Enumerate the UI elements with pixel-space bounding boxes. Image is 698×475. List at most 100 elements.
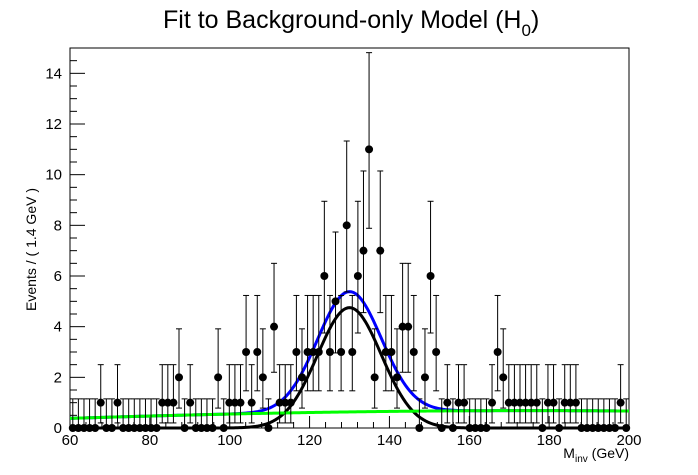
data-point <box>186 364 195 424</box>
data-point <box>314 294 323 392</box>
data-marker <box>158 398 167 407</box>
data-point <box>404 262 413 373</box>
data-point <box>242 294 251 392</box>
data-marker <box>521 398 530 407</box>
data-point <box>325 294 334 392</box>
data-marker <box>286 398 295 407</box>
data-marker <box>566 398 575 407</box>
data-marker <box>404 322 413 331</box>
data-marker <box>113 398 122 407</box>
data-point <box>415 398 424 432</box>
y-tick-label: 6 <box>54 268 62 285</box>
data-point <box>549 364 558 424</box>
data-marker <box>465 424 474 432</box>
data-marker <box>443 398 452 407</box>
data-marker <box>303 348 312 356</box>
data-point <box>270 262 279 373</box>
data-marker <box>225 398 234 407</box>
data-point <box>202 398 211 432</box>
data-marker <box>398 322 407 331</box>
data-marker <box>583 424 592 432</box>
data-point <box>510 364 519 424</box>
x-tick-label: 160 <box>457 432 482 449</box>
data-point <box>488 364 497 424</box>
data-point <box>482 398 491 432</box>
data-point <box>432 294 441 392</box>
data-marker <box>432 348 441 356</box>
data-point <box>230 364 239 424</box>
data-marker <box>460 398 469 407</box>
data-point <box>622 398 631 432</box>
data-marker <box>242 348 251 356</box>
data-marker <box>141 424 150 432</box>
data-marker <box>415 424 424 432</box>
y-tick-label: 14 <box>45 65 62 82</box>
data-marker <box>527 398 536 407</box>
data-marker <box>325 348 334 356</box>
data-marker <box>381 348 390 356</box>
data-marker <box>387 348 396 356</box>
data-marker <box>186 398 195 407</box>
data-marker <box>588 424 597 432</box>
data-marker <box>281 398 290 407</box>
data-point <box>504 364 513 424</box>
data-marker <box>353 272 362 280</box>
data-marker <box>208 424 217 432</box>
data-marker <box>482 424 491 432</box>
data-marker <box>488 398 497 407</box>
data-point <box>331 231 340 354</box>
data-marker <box>359 246 368 255</box>
data-point <box>286 364 295 424</box>
chart-title: Fit to Background-only Model (H0) <box>163 6 539 40</box>
data-point <box>465 398 474 432</box>
data-marker <box>370 373 379 382</box>
data-point <box>348 294 357 392</box>
data-point <box>96 364 105 424</box>
data-marker <box>202 424 211 432</box>
data-point <box>543 364 552 424</box>
data-marker <box>74 424 83 432</box>
data-point <box>353 200 362 334</box>
data-marker <box>102 424 111 432</box>
data-marker <box>493 348 502 356</box>
data-point <box>320 200 329 334</box>
data-point <box>337 294 346 392</box>
data-point <box>297 328 306 409</box>
data-point <box>409 294 418 392</box>
data-point <box>152 398 161 432</box>
x-axis-label-unit: (GeV) <box>588 445 629 461</box>
y-tick-label: 8 <box>54 217 62 234</box>
data-point <box>342 140 351 293</box>
data-marker <box>571 398 580 407</box>
data-marker <box>538 424 547 432</box>
data-marker <box>622 424 631 432</box>
data-marker <box>448 424 457 432</box>
data-point <box>247 364 256 424</box>
fit-curves <box>69 290 630 430</box>
data-marker <box>68 424 77 432</box>
data-marker <box>605 424 614 432</box>
data-marker <box>555 424 564 432</box>
data-point <box>376 170 385 314</box>
x-axis: 60 80 100 120 140 160 180 200 <box>62 416 642 449</box>
data-point <box>555 398 564 432</box>
data-point <box>163 364 172 424</box>
data-marker <box>577 424 586 432</box>
data-point <box>225 364 234 424</box>
data-point <box>303 294 312 392</box>
data-point <box>420 328 429 409</box>
data-point <box>370 328 379 409</box>
data-point <box>264 398 273 432</box>
y-tick-label: 2 <box>54 369 62 386</box>
data-marker <box>96 398 105 407</box>
data-marker <box>515 398 524 407</box>
fit-curve-2 <box>70 306 629 430</box>
data-point <box>577 398 586 432</box>
data-marker <box>230 398 239 407</box>
data-marker <box>376 246 385 255</box>
data-point <box>611 398 620 432</box>
y-axis-label: Events / ( 1.4 GeV ) <box>23 188 39 311</box>
data-point <box>387 294 396 392</box>
data-point <box>191 398 200 432</box>
